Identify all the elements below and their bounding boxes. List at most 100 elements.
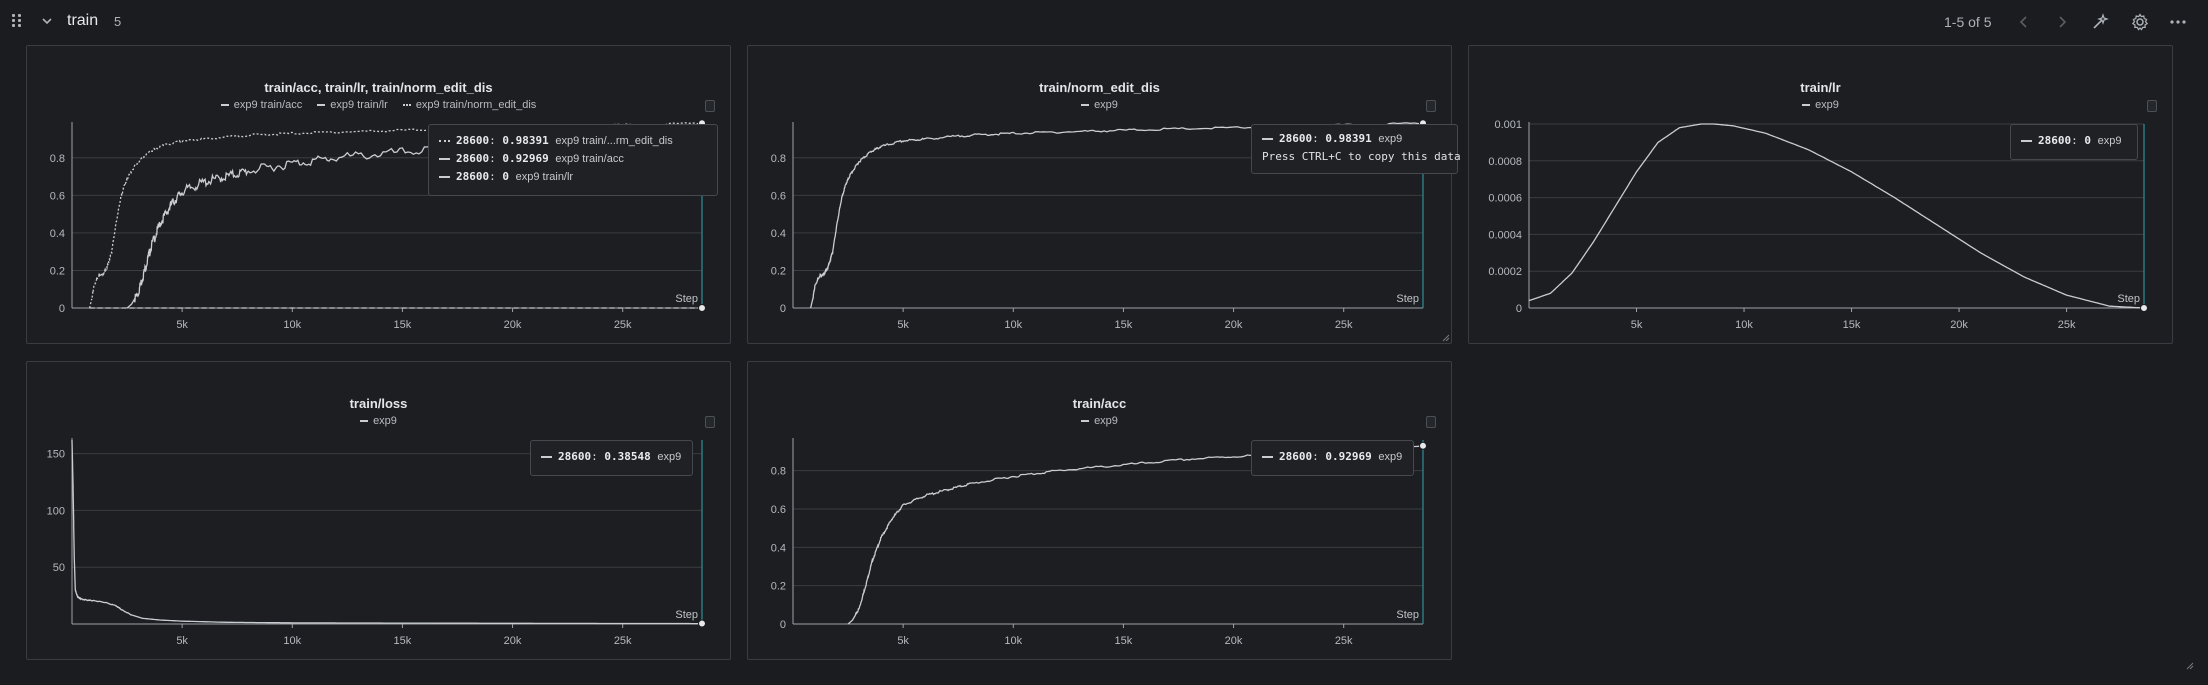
hover-point bbox=[2140, 304, 2148, 312]
y-tick-label: 0.0002 bbox=[1488, 266, 1522, 278]
x-axis-label: Step bbox=[2117, 293, 2140, 305]
x-tick-label: 20k bbox=[504, 635, 522, 647]
sort-toggle-icon[interactable] bbox=[1426, 416, 1436, 428]
chevron-left-icon[interactable] bbox=[2014, 12, 2034, 32]
x-tick-label: 15k bbox=[394, 319, 412, 331]
tooltip-row: 28600: 0.92969 exp9 train/acc bbox=[439, 150, 707, 168]
legend-item: exp9 bbox=[1802, 99, 1839, 111]
panel-legend: exp9 train/acc exp9 train/lr exp9 train/… bbox=[27, 99, 730, 111]
hover-point bbox=[1419, 441, 1427, 450]
hover-tooltip: 28600: 0.98391 exp9 train/...rm_edit_dis… bbox=[428, 124, 718, 196]
x-tick-label: 10k bbox=[1004, 635, 1022, 647]
panel-title: train/acc, train/lr, train/norm_edit_dis bbox=[264, 80, 493, 95]
x-tick-label: 10k bbox=[283, 319, 301, 331]
drag-handle-icon[interactable] bbox=[12, 14, 24, 28]
y-tick-label: 0.2 bbox=[771, 581, 786, 593]
tooltip-row: 28600: 0.92969 exp9 bbox=[1262, 448, 1403, 466]
x-axis-label: Step bbox=[1396, 293, 1419, 305]
y-tick-label: 0.2 bbox=[771, 265, 786, 277]
hover-point bbox=[698, 619, 706, 628]
legend-item: exp9 train/acc bbox=[220, 99, 302, 111]
y-tick-label: 0.2 bbox=[50, 265, 65, 277]
sort-toggle-icon[interactable] bbox=[705, 100, 715, 112]
line-chart[interactable]: 50 100 150 5k 10k 15k 20k 25k Step bbox=[27, 362, 732, 661]
y-tick-label: 0 bbox=[780, 619, 786, 631]
panel-title: train/norm_edit_dis bbox=[1039, 80, 1160, 95]
hover-tooltip: 28600: 0 exp9 bbox=[2010, 124, 2138, 160]
pagination-label: 1-5 of 5 bbox=[1944, 14, 1992, 30]
x-tick-label: 5k bbox=[176, 319, 188, 331]
y-tick-label: 0.6 bbox=[771, 504, 786, 516]
y-tick-label: 0.8 bbox=[771, 466, 786, 478]
y-tick-label: 50 bbox=[53, 562, 65, 574]
x-tick-label: 5k bbox=[176, 635, 188, 647]
series-line[interactable] bbox=[809, 122, 1424, 309]
series-line[interactable] bbox=[1528, 123, 2145, 309]
y-tick-label: 0.0008 bbox=[1488, 156, 1522, 168]
panel-title: train/loss bbox=[349, 396, 408, 411]
sort-toggle-icon[interactable] bbox=[1426, 100, 1436, 112]
y-tick-label: 0.6 bbox=[771, 190, 786, 202]
y-tick-label: 150 bbox=[47, 449, 65, 461]
series-line[interactable] bbox=[88, 122, 703, 309]
series-line[interactable] bbox=[71, 440, 702, 625]
chart-panel-train-loss[interactable]: train/loss exp9 50 100 150 5k 10k 15k 20k 25k St… bbox=[26, 361, 731, 660]
panel-legend: exp9 bbox=[748, 99, 1451, 111]
x-tick-label: 5k bbox=[897, 635, 909, 647]
x-tick-label: 10k bbox=[1735, 319, 1753, 331]
chevron-down-icon[interactable] bbox=[40, 14, 54, 28]
line-chart[interactable]: 0 0.2 0.4 0.6 0.8 5k 10k 15k 20k 25k Step bbox=[748, 46, 1453, 345]
y-tick-label: 0.0006 bbox=[1488, 193, 1522, 205]
x-tick-label: 5k bbox=[1631, 319, 1643, 331]
x-tick-label: 15k bbox=[394, 635, 412, 647]
x-tick-label: 25k bbox=[1335, 319, 1353, 331]
x-tick-label: 15k bbox=[1115, 319, 1133, 331]
tooltip-row: 28600: 0.98391 exp9 train/...rm_edit_dis bbox=[439, 132, 707, 150]
line-chart[interactable]: 0 0.2 0.4 0.6 0.8 5k 10k 15k 20k 25k Step bbox=[27, 46, 732, 345]
line-chart[interactable]: 0 0.0002 0.0004 0.0006 0.0008 0.001 5k 10k 15k 20… bbox=[1469, 46, 2174, 345]
hover-tooltip: 28600: 0.38548 exp9 bbox=[530, 440, 693, 476]
resize-handle-icon[interactable] bbox=[1442, 334, 1450, 342]
panel-title: train/acc bbox=[1072, 396, 1127, 411]
y-tick-label: 0.0004 bbox=[1488, 229, 1522, 241]
panel-title: train/lr bbox=[1800, 80, 1841, 95]
chart-panel-norm-edit-dis[interactable]: train/norm_edit_dis exp9 0 0.2 0.4 0.6 0.8 5k… bbox=[747, 45, 1461, 345]
x-tick-label: 25k bbox=[2058, 319, 2076, 331]
section-title[interactable]: train bbox=[67, 12, 99, 29]
x-tick-label: 15k bbox=[1115, 635, 1133, 647]
more-horizontal-icon[interactable] bbox=[2168, 12, 2188, 32]
chart-panel-train-acc-lr-norm[interactable]: train/acc, train/lr, train/norm_edit_dis… bbox=[26, 45, 731, 344]
sort-toggle-icon[interactable] bbox=[705, 416, 715, 428]
tooltip-row: 28600: 0 exp9 train/lr bbox=[439, 168, 707, 186]
chevron-right-icon[interactable] bbox=[2052, 12, 2072, 32]
tooltip-row: 28600: 0.98391 exp9 bbox=[1262, 130, 1447, 148]
chart-panel-train-acc[interactable]: train/acc exp9 0 0.2 0.4 0.6 0.8 5k 10k 15k 20k 2… bbox=[747, 361, 1452, 660]
panel-legend: exp9 bbox=[748, 415, 1451, 427]
tooltip-row: 28600: 0.38548 exp9 bbox=[541, 448, 682, 466]
x-tick-label: 20k bbox=[1950, 319, 1968, 331]
copy-hint: Press CTRL+C to copy this data bbox=[1262, 150, 1461, 163]
x-axis-label: Step bbox=[675, 609, 698, 621]
sparkle-wand-icon[interactable] bbox=[2090, 12, 2110, 32]
x-tick-label: 25k bbox=[1335, 635, 1353, 647]
x-tick-label: 25k bbox=[614, 319, 632, 331]
y-tick-label: 0.4 bbox=[50, 228, 65, 240]
line-chart[interactable]: 0 0.2 0.4 0.6 0.8 5k 10k 15k 20k 25k Step bbox=[748, 362, 1453, 661]
hover-tooltip: 28600: 0.92969 exp9 bbox=[1251, 440, 1414, 476]
y-tick-label: 0.4 bbox=[771, 542, 786, 554]
resize-handle-icon[interactable] bbox=[2186, 662, 2194, 670]
x-tick-label: 20k bbox=[1225, 635, 1243, 647]
gear-icon[interactable] bbox=[2130, 12, 2150, 32]
legend-item: exp9 bbox=[360, 415, 397, 427]
legend-item: exp9 train/lr bbox=[317, 99, 388, 111]
y-tick-label: 0.8 bbox=[50, 153, 65, 165]
x-axis-label: Step bbox=[1396, 609, 1419, 621]
y-tick-label: 0 bbox=[780, 303, 786, 315]
chart-panel-train-lr[interactable]: train/lr exp9 0 0.0002 0.0004 0.0006 0.0008 0… bbox=[1468, 45, 2173, 344]
sort-toggle-icon[interactable] bbox=[2147, 100, 2157, 112]
section-count-badge: 5 bbox=[114, 14, 122, 29]
y-tick-label: 0.4 bbox=[771, 228, 786, 240]
legend-item: exp9 bbox=[1081, 415, 1118, 427]
x-tick-label: 10k bbox=[1004, 319, 1022, 331]
y-tick-label: 0 bbox=[59, 303, 65, 315]
